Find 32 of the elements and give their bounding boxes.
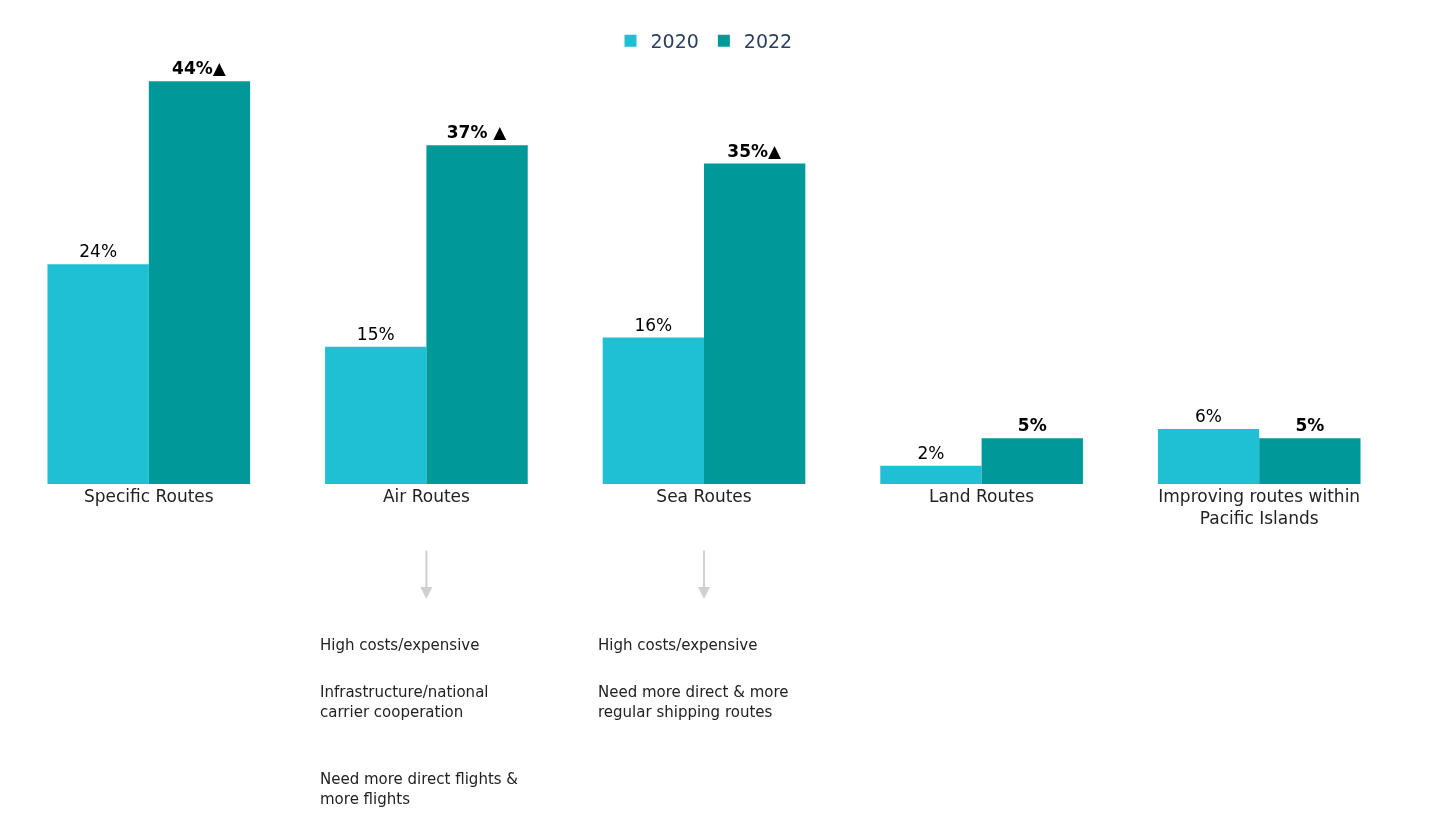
text: Need more direct & more regular shipping routes	[598, 683, 789, 721]
bar	[880, 465, 982, 484]
x-tick-label: Improving routes within Pacific Islands	[1158, 486, 1361, 529]
data-label: 35%▲	[727, 140, 783, 161]
data-label: 2%	[917, 442, 945, 463]
data-label: 37% ▲	[446, 122, 508, 143]
text: Infrastructure/national carrier cooperation	[320, 683, 489, 721]
x-tick-label: Land Routes	[929, 486, 1035, 506]
bar	[1157, 429, 1260, 484]
data-label: 44%▲	[172, 58, 227, 79]
data-label: 5%	[1295, 415, 1325, 436]
data-label: 24%	[79, 241, 118, 262]
legend-label: 2022	[743, 30, 793, 53]
legend-label: 2020	[650, 30, 699, 53]
text: High costs/expensive	[320, 636, 480, 654]
text: High costs/expensive	[598, 636, 758, 654]
data-label: 16%	[634, 314, 673, 335]
bar	[704, 163, 806, 484]
x-tick-label: Specific Routes	[83, 486, 214, 506]
bar	[148, 81, 251, 484]
x-tick-label: Air Routes	[382, 486, 471, 506]
data-label: 6%	[1195, 406, 1223, 427]
bar	[325, 346, 427, 484]
bar	[981, 438, 1083, 484]
bar	[602, 337, 704, 484]
bar	[47, 264, 149, 484]
data-label: 5%	[1017, 415, 1047, 436]
data-label: 15%	[356, 323, 395, 344]
bar	[426, 145, 528, 484]
text: Need more direct flights & more flights	[320, 770, 519, 808]
bar	[1259, 438, 1361, 484]
x-tick-label: Sea Routes	[656, 486, 752, 506]
